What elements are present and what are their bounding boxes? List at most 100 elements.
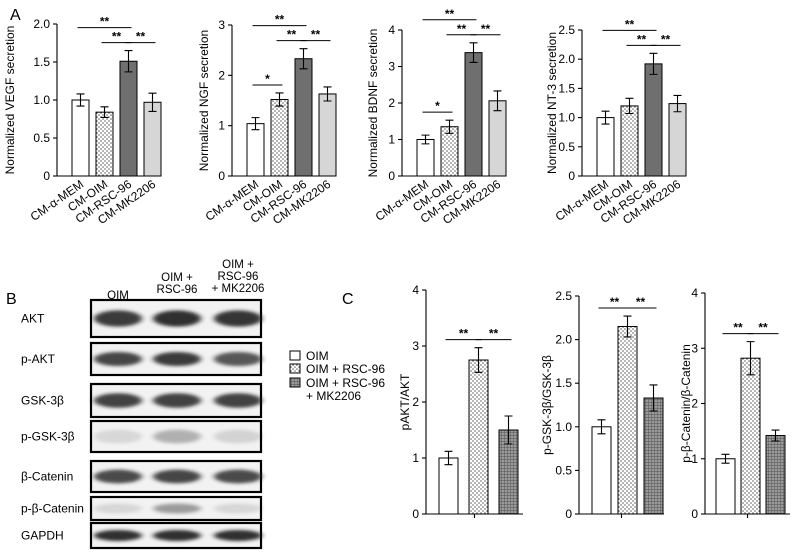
blot-row-label: p-GSK-3β: [21, 430, 75, 444]
blot-band: [153, 351, 201, 367]
chart-pgsk: 0 0.5 1.0 1.5 2.0 2.5 p-GSK-3β/GSK-3β ** **: [540, 289, 664, 521]
significance-label: **: [275, 13, 285, 27]
blot-row-label: p-AKT: [21, 352, 56, 366]
y-tick-label: 0: [43, 169, 50, 183]
y-tick-label: 0.5: [33, 131, 50, 145]
y-tick-label: 1: [388, 133, 395, 147]
error-bar: [493, 90, 502, 112]
y-axis-label: pAKT/AKT: [398, 373, 412, 430]
blot-band: [94, 310, 142, 327]
y-axis-label: p-β-Catenin/β-Catenin: [679, 344, 693, 463]
bar: [620, 105, 639, 177]
blot-row-label: β-Catenin: [21, 470, 73, 484]
significance-label: **: [311, 28, 321, 42]
blot-band: [94, 429, 142, 444]
bar: [119, 60, 138, 177]
blot-band: [214, 503, 262, 514]
error-bar: [76, 93, 85, 107]
blot-row: p-AKT: [21, 341, 263, 377]
blot-band: [153, 469, 201, 484]
significance-label: **: [489, 327, 499, 341]
chart-pbcat: 0 1 2 3 4 p-β-Catenin/β-Catenin ** **: [679, 286, 790, 521]
blot-row: AKT: [21, 298, 263, 339]
blot-row-label: AKT: [21, 312, 45, 326]
y-tick-label: 3: [412, 339, 419, 353]
error-bar: [445, 119, 454, 134]
blot-band: [153, 429, 201, 444]
bar: [740, 357, 761, 515]
bar: [246, 123, 265, 177]
error-bar: [299, 48, 308, 70]
legend-label: OIM + RSC-96: [306, 362, 385, 376]
y-tick-label: 3: [218, 18, 225, 32]
y-tick-label: 3: [691, 341, 698, 355]
legend-swatch: [289, 350, 301, 361]
error-bar: [251, 117, 260, 131]
error-bar: [504, 415, 513, 445]
y-tick-label: 0: [388, 169, 395, 183]
bar: [488, 100, 507, 177]
error-bar: [100, 106, 109, 119]
error-bar: [148, 92, 157, 112]
blot-column-label: + MK2206: [212, 283, 265, 295]
blot-row: GAPDH: [21, 521, 263, 550]
blot-band: [94, 351, 142, 367]
y-tick-label: 0.5: [555, 463, 572, 477]
blot-band: [214, 469, 262, 484]
y-tick-label: 2.0: [558, 52, 575, 66]
significance-label: **: [481, 22, 491, 36]
y-axis-label: Normalized VEGF secretion: [3, 26, 17, 175]
bar: [318, 93, 337, 177]
significance-label: **: [733, 321, 743, 335]
blot-band: [94, 503, 142, 514]
error-bar: [721, 453, 730, 464]
bar: [438, 457, 459, 515]
blot-row: β-Catenin: [21, 459, 263, 494]
y-tick-label: 0: [568, 169, 575, 183]
bar: [294, 58, 313, 177]
legend-swatch: [289, 377, 301, 388]
chart-pakt: 0 1 2 3 4 pAKT/AKT ** **: [398, 283, 523, 521]
y-tick-label: 0.5: [558, 140, 575, 154]
y-tick-label: 1.0: [33, 93, 50, 107]
error-bar: [124, 50, 133, 73]
y-axis-label: Normalized BDNF secretion: [366, 29, 380, 178]
bar: [765, 435, 786, 515]
legend-label: OIM + RSC-96: [306, 376, 385, 390]
error-bar: [323, 86, 332, 102]
y-tick-label: 1: [691, 452, 698, 466]
blot-band: [94, 393, 142, 408]
legend-label-line2: + MK2206: [306, 389, 361, 403]
significance-label: **: [136, 30, 146, 44]
error-bar: [444, 450, 453, 466]
significance-label: **: [758, 321, 768, 335]
error-bar: [469, 42, 478, 64]
bar: [71, 99, 90, 177]
y-tick-label: 2: [691, 397, 698, 411]
blot-row: GSK-3β: [21, 382, 263, 419]
bar: [95, 111, 114, 177]
y-axis-label: Normalized NT-3 secretion: [545, 32, 559, 174]
y-tick-label: 4: [691, 286, 698, 300]
bar: [416, 139, 435, 177]
bar: [591, 426, 612, 515]
error-bar: [601, 110, 610, 125]
error-bar: [649, 52, 658, 75]
blot-band: [153, 310, 201, 327]
error-bar: [746, 341, 755, 376]
y-axis-label: Normalized NGF secretion: [197, 30, 211, 171]
y-tick-label: 1.5: [33, 55, 50, 69]
significance-label: **: [112, 30, 122, 44]
y-tick-label: 1.0: [558, 111, 575, 125]
blot-band: [153, 503, 201, 514]
blot-band: [94, 530, 142, 541]
blot-row: p-β-Catenin: [21, 495, 263, 522]
blot-band: [153, 530, 201, 541]
y-tick-label: 1.5: [555, 376, 572, 390]
